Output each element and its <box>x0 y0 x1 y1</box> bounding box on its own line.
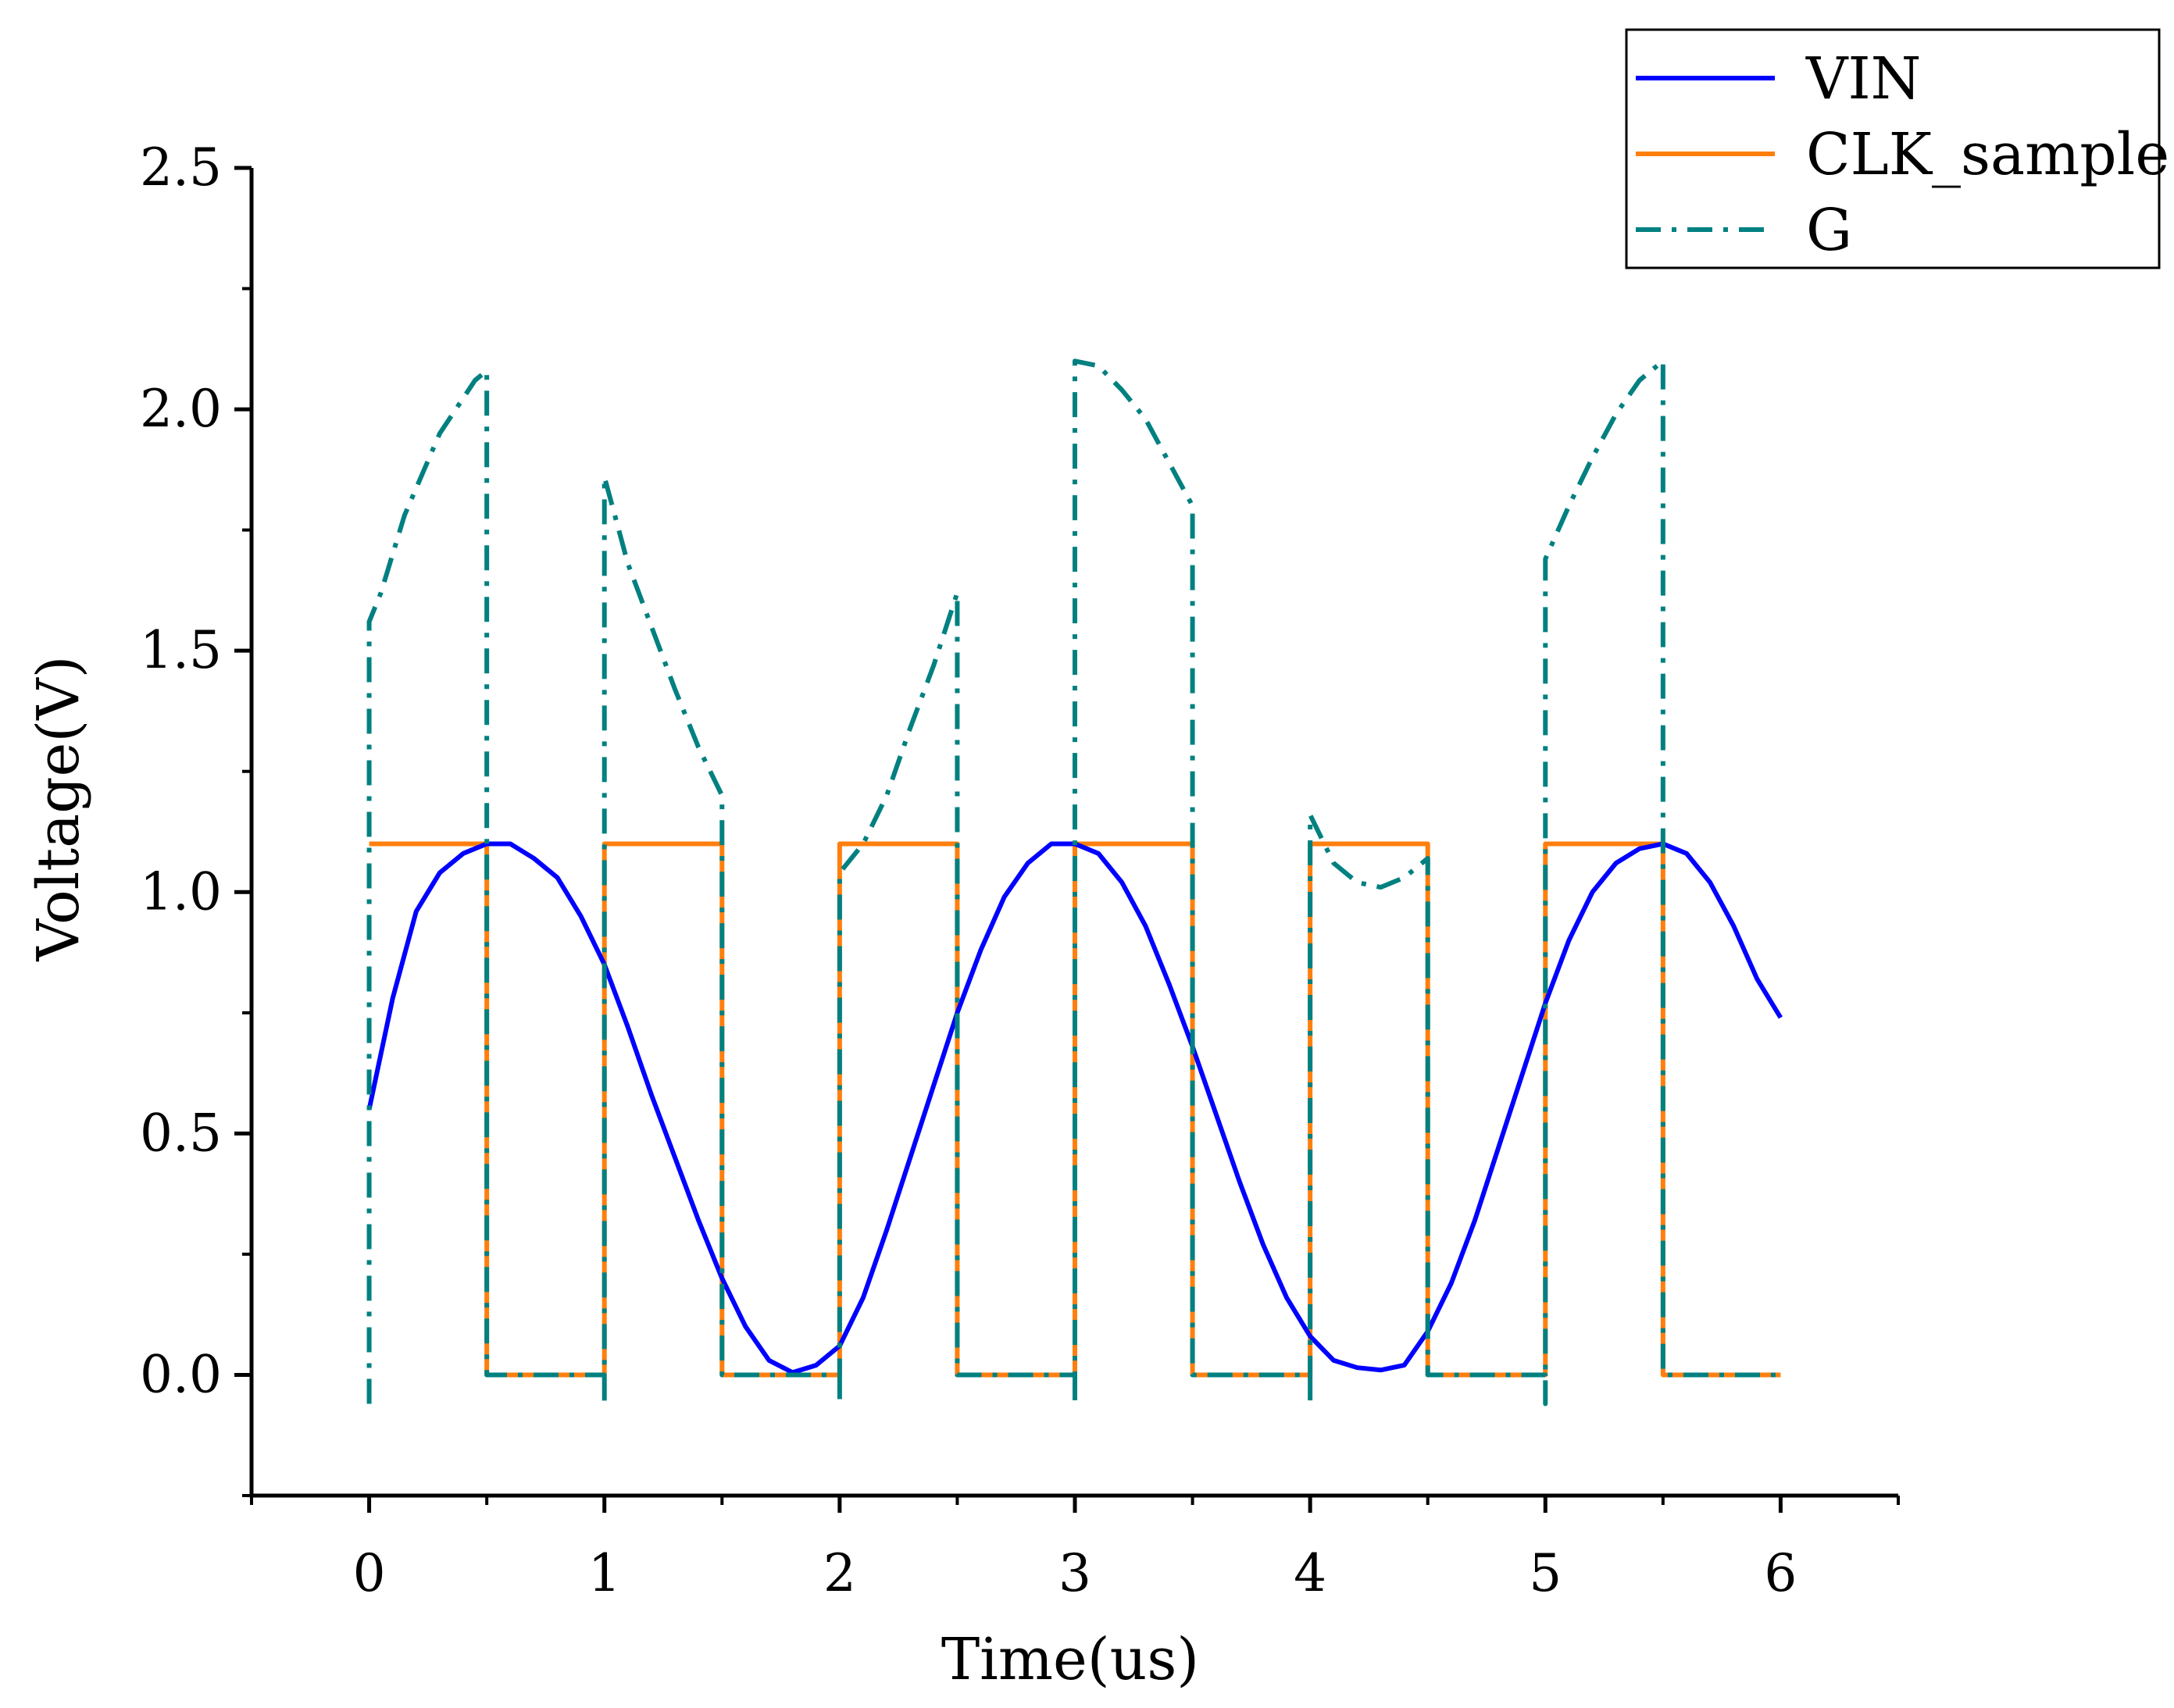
y-tick-label: 2.0 <box>140 379 222 439</box>
legend-label-g: G <box>1806 197 1852 264</box>
y-axis-title: Voltage(V) <box>25 655 92 961</box>
plot-series-group <box>366 358 1783 1407</box>
legend-label-vin: VIN <box>1805 45 1921 112</box>
x-tick-label: 2 <box>823 1543 856 1603</box>
y-tick-label: 1.0 <box>140 861 222 922</box>
legend-label-clk-sample: CLK_sample <box>1806 121 2169 188</box>
y-tick-label: 1.5 <box>140 620 222 680</box>
x-tick-label: 4 <box>1294 1543 1326 1603</box>
x-tick-label: 3 <box>1058 1543 1091 1603</box>
y-tick-label: 2.5 <box>140 137 222 198</box>
legend-box <box>1625 28 2161 269</box>
legend: VIN CLK_sample G <box>1625 28 2169 269</box>
x-axis-title: Time(us) <box>941 1626 1199 1693</box>
x-tick-label: 6 <box>1764 1543 1797 1603</box>
y-tick-label: 0.5 <box>140 1103 222 1163</box>
x-tick-label: 0 <box>353 1543 386 1603</box>
x-tick-label: 1 <box>588 1543 621 1603</box>
axes-group: 0.0 0.5 1.0 1.5 2.0 2.5 0 1 2 3 4 5 6 Time(us) Voltage… <box>25 137 1900 1693</box>
x-tick-label: 5 <box>1529 1543 1562 1603</box>
y-tick-label: 0.0 <box>140 1344 222 1404</box>
series-line-g <box>366 358 1781 1407</box>
